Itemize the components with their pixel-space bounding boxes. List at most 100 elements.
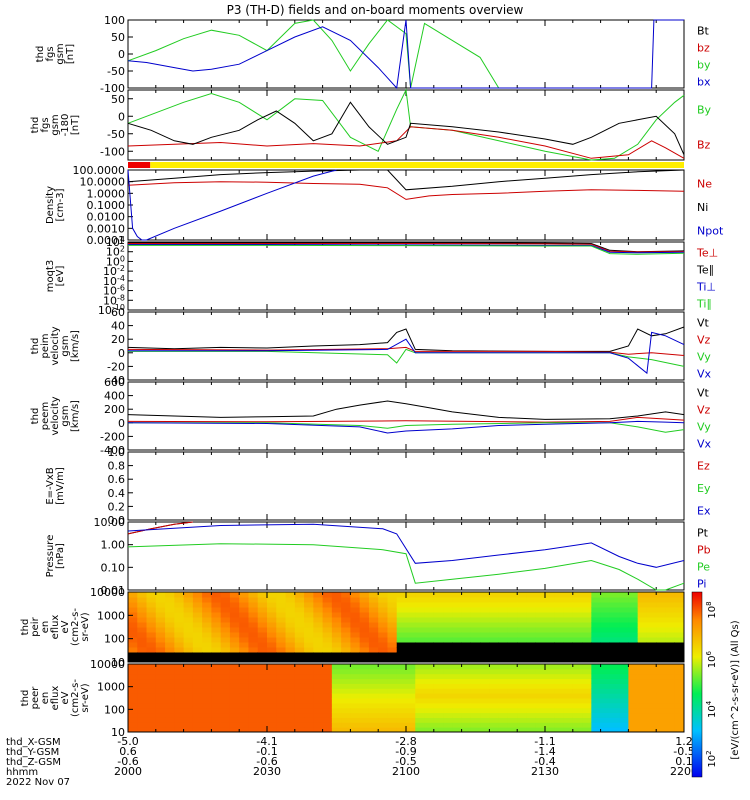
spectrogram-cell [498,617,509,623]
spectrogram-cell [452,673,463,680]
y-axis-label: peim [40,333,51,358]
spectrogram-cell [563,664,574,670]
spectrogram-cell [211,632,222,638]
spectrogram-cell [229,698,240,704]
spectrogram-cell [443,693,453,699]
spectrogram-cell [563,652,574,658]
spectrogram-cell [267,702,277,709]
spectrogram-cell [304,727,314,733]
spectrogram-cell [396,612,407,618]
spectrogram-cell [646,727,657,733]
spectrogram-cell [359,678,370,684]
spectrogram-cell [313,698,324,704]
spectrogram-cell [183,647,194,653]
spectrogram-cell [248,688,259,694]
spectrogram-cell [387,678,398,684]
spectrogram-cell [489,647,500,653]
spectrogram-cell [313,722,324,728]
y-tick-label: 400 [104,390,125,403]
spectrogram-cell [609,612,620,618]
spectrogram-cell [656,652,666,658]
spectrogram-cell [155,652,166,658]
spectrogram-cell [563,602,574,608]
spectrogram-cell [304,632,314,638]
spectrogram-cell [396,683,407,689]
spectrogram-cell [137,597,148,603]
spectrogram-cell [480,632,490,638]
spectrogram-cell [674,647,685,653]
spectrogram-cell [582,632,592,638]
spectrogram-cell [174,702,185,709]
spectrogram-cell [600,712,611,718]
spectrogram-cell [378,717,388,723]
spectrogram-cell [146,597,157,603]
spectrogram-cell [294,632,305,638]
spectrogram-cell [276,657,287,663]
spectrogram-cell [535,693,546,699]
spectrogram-cell [359,632,370,638]
spectrogram-cell [619,693,629,699]
spectrogram-cell [202,597,212,603]
spectrogram-cell [322,602,333,608]
y-tick-label: 0.8 [108,460,126,473]
spectrogram-cell [609,647,620,653]
spectrogram-cell [646,698,657,704]
spectrogram-cell [572,612,583,618]
spectrogram-cell [378,693,388,699]
spectrogram-cell [165,632,175,638]
spectrogram-cell [415,622,426,628]
spectrogram-cell [211,702,222,709]
spectrogram-cell [267,664,277,670]
spectrogram-cell [294,688,305,694]
spectrogram-cell [202,668,212,675]
spectrogram-cell [359,693,370,699]
spectrogram-cell [461,664,472,670]
spectrogram-cell [526,693,537,699]
spectrogram-cell [174,688,185,694]
spectrogram-cell [461,698,472,704]
spectrogram-cell [174,707,185,714]
spectrogram-cell [591,642,602,648]
spectrogram-cell [582,673,592,680]
spectrogram-cell [665,652,676,658]
spectrogram-cell [248,664,259,670]
spectrogram-cell [155,702,166,709]
spectrogram-cell [183,683,194,689]
spectrogram-cell [406,717,416,723]
spectrogram-cell [452,592,463,598]
spectrogram-cell [526,607,537,613]
spectrogram-cell [192,632,203,638]
spectrogram-cell [248,632,259,638]
spectrogram-cell [665,607,676,613]
spectrogram-cell [637,702,648,709]
spectrogram-cell [192,688,203,694]
spectrogram-cell [554,673,565,680]
spectrogram-cell [387,668,398,675]
spectrogram-cell [211,627,222,633]
spectrogram-cell [600,673,611,680]
spectrogram-cell [183,617,194,623]
spectrogram-cell [313,592,324,598]
spectrogram-cell [350,717,361,723]
spectrogram-cell [128,678,138,684]
spectrogram-cell [387,683,398,689]
spectrogram-cell [341,657,351,663]
spectrogram-cell [350,707,361,714]
spectrogram-cell [665,627,676,633]
spectrogram-cell [257,688,268,694]
spectrogram-cell [248,607,259,613]
spectrogram-cell [433,698,444,704]
spectrogram-cell [146,602,157,608]
spectrogram-cell [470,592,481,598]
spectrogram-cell [452,602,463,608]
legend-label-pb: Pb [697,544,711,557]
spectrogram-cell [304,647,314,653]
legend-label-bz: bz [697,42,710,55]
spectrogram-cell [470,642,481,648]
spectrogram-cell [304,698,314,704]
spectrogram-cell [591,627,602,633]
spectrogram-cell [443,622,453,628]
spectrogram-cell [248,617,259,623]
spectrogram-cell [674,664,685,670]
